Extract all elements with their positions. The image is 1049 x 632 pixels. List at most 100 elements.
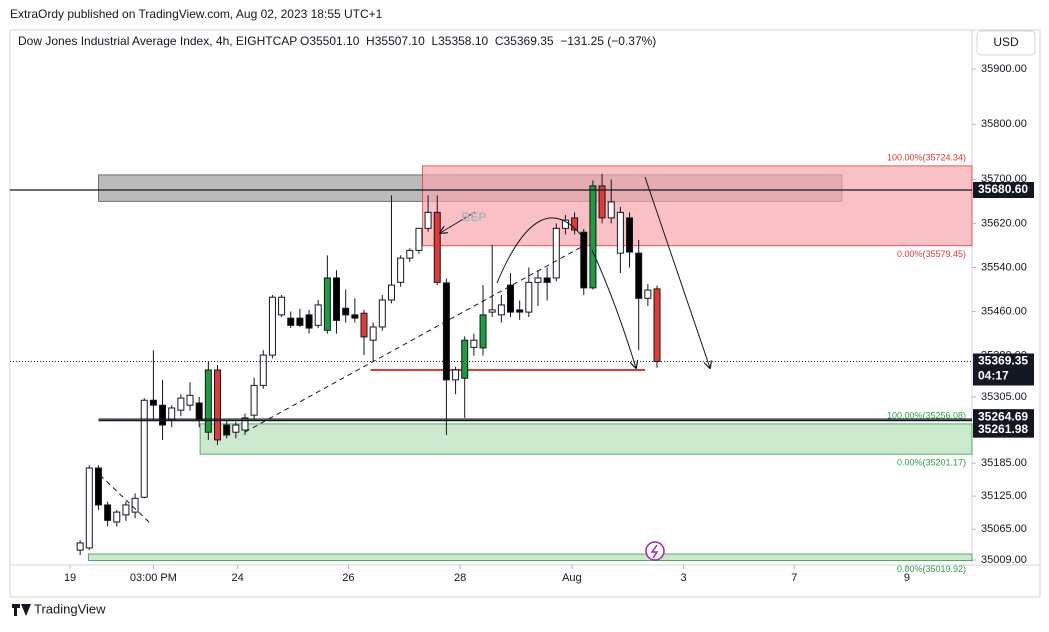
trend-line (244, 244, 586, 433)
event-icon[interactable] (645, 541, 665, 561)
zone-label: 100.00%(35724.34) (887, 152, 966, 162)
arrow (644, 176, 710, 368)
candle-body (378, 299, 386, 328)
trend-line (99, 474, 153, 526)
frame (9, 29, 1041, 598)
candle-body (76, 542, 84, 551)
candle-body (113, 511, 121, 523)
ohlc: O35501.10 H35507.10 L35358.10 C35369.35 … (300, 34, 656, 48)
zone (87, 553, 973, 561)
y-tick-label: 35900.00 (981, 63, 1027, 75)
candle-body (552, 227, 560, 279)
candle-body (241, 417, 249, 431)
candle-body (561, 219, 569, 229)
currency: USD (993, 35, 1019, 49)
brand: TradingView (34, 601, 106, 616)
candle-body (360, 312, 368, 338)
candle-body (177, 397, 185, 411)
y-tick-label: 35540.00 (981, 261, 1027, 273)
event-icon-bolt (650, 544, 659, 559)
y-tick-label: 35305.00 (981, 391, 1027, 403)
drawings (99, 176, 710, 561)
arrow (440, 211, 476, 233)
candle-body (250, 384, 258, 416)
candle-body (94, 467, 102, 506)
price-label: 35264.69 (978, 409, 1028, 423)
zone-label: 0.00%(35019.92) (897, 564, 966, 574)
candle-body (268, 296, 276, 356)
price-label: 35680.60 (978, 182, 1028, 196)
candle-body (223, 424, 231, 436)
candle-body (616, 211, 624, 254)
x-tick-label: 26 (342, 572, 354, 584)
candle-body (104, 504, 112, 521)
candle-body (85, 467, 93, 549)
y-tick-label: 35460.00 (981, 305, 1027, 317)
arc-arrow (496, 217, 586, 284)
annotation: BEP (462, 210, 487, 224)
candle-body (516, 309, 524, 313)
candle-body (479, 314, 487, 349)
price-label: 35369.35 (978, 354, 1028, 368)
candle-body (397, 257, 405, 283)
x-tick-label: 7 (791, 572, 797, 584)
candle-body (644, 289, 652, 299)
price-label: 35261.98 (978, 422, 1028, 436)
currency-button[interactable] (976, 30, 1036, 56)
x-tick-label: 03:00 PM (130, 572, 177, 584)
candle-body (406, 249, 414, 259)
x-tick-label: 3 (681, 572, 687, 584)
x-tick-label: 24 (232, 572, 244, 584)
y-tick-label: 35185.00 (981, 457, 1027, 469)
candle-body (351, 314, 359, 319)
candle-body (296, 317, 304, 326)
publisher: ExtraOrdy published on TradingView.com, … (10, 7, 383, 21)
candle-body (159, 404, 167, 426)
x-tick-label: Aug (562, 572, 582, 584)
candle-body (424, 211, 432, 229)
x-tick-label: 9 (904, 572, 910, 584)
candle-body (131, 497, 139, 513)
price-label-box (973, 353, 1034, 386)
candle-body (387, 284, 395, 301)
y-tick-label: 35125.00 (981, 490, 1027, 502)
candle-body (140, 399, 148, 498)
candle-body (571, 217, 579, 231)
zone (422, 165, 973, 247)
candle-body (278, 296, 286, 316)
candle-body (186, 394, 194, 406)
candle-body (259, 354, 267, 386)
candle-body (653, 288, 661, 362)
candle-body (305, 314, 313, 329)
zone (199, 423, 973, 455)
price-label-box (973, 409, 1034, 426)
candle-body (333, 277, 341, 321)
x-tick-label: 19 (64, 572, 76, 584)
candle-body (626, 217, 634, 253)
candle-body (580, 231, 588, 289)
candle-body (534, 277, 542, 283)
candle-body (488, 309, 496, 313)
candle-body (589, 185, 597, 289)
candle-body (543, 277, 551, 283)
candle-body (525, 281, 533, 313)
y-tick-label: 35800.00 (981, 118, 1027, 130)
candle-body (204, 369, 212, 433)
candle-body (149, 399, 157, 406)
price-label-box (973, 182, 1034, 199)
candle-body (635, 252, 643, 299)
candle-body (452, 369, 460, 381)
plot: 100.00%(35724.34) 0.00%(35579.45) 100.00%(… (10, 63, 1027, 584)
brand-logo (12, 604, 31, 616)
candle-body (415, 227, 423, 251)
candle-body (507, 284, 515, 313)
candle-body (314, 304, 322, 326)
price-label-box (973, 421, 1034, 438)
candle-body (442, 282, 450, 381)
candle-body (369, 326, 377, 341)
candle-body (433, 211, 441, 283)
arrow (591, 249, 636, 368)
candle-body (168, 407, 176, 421)
